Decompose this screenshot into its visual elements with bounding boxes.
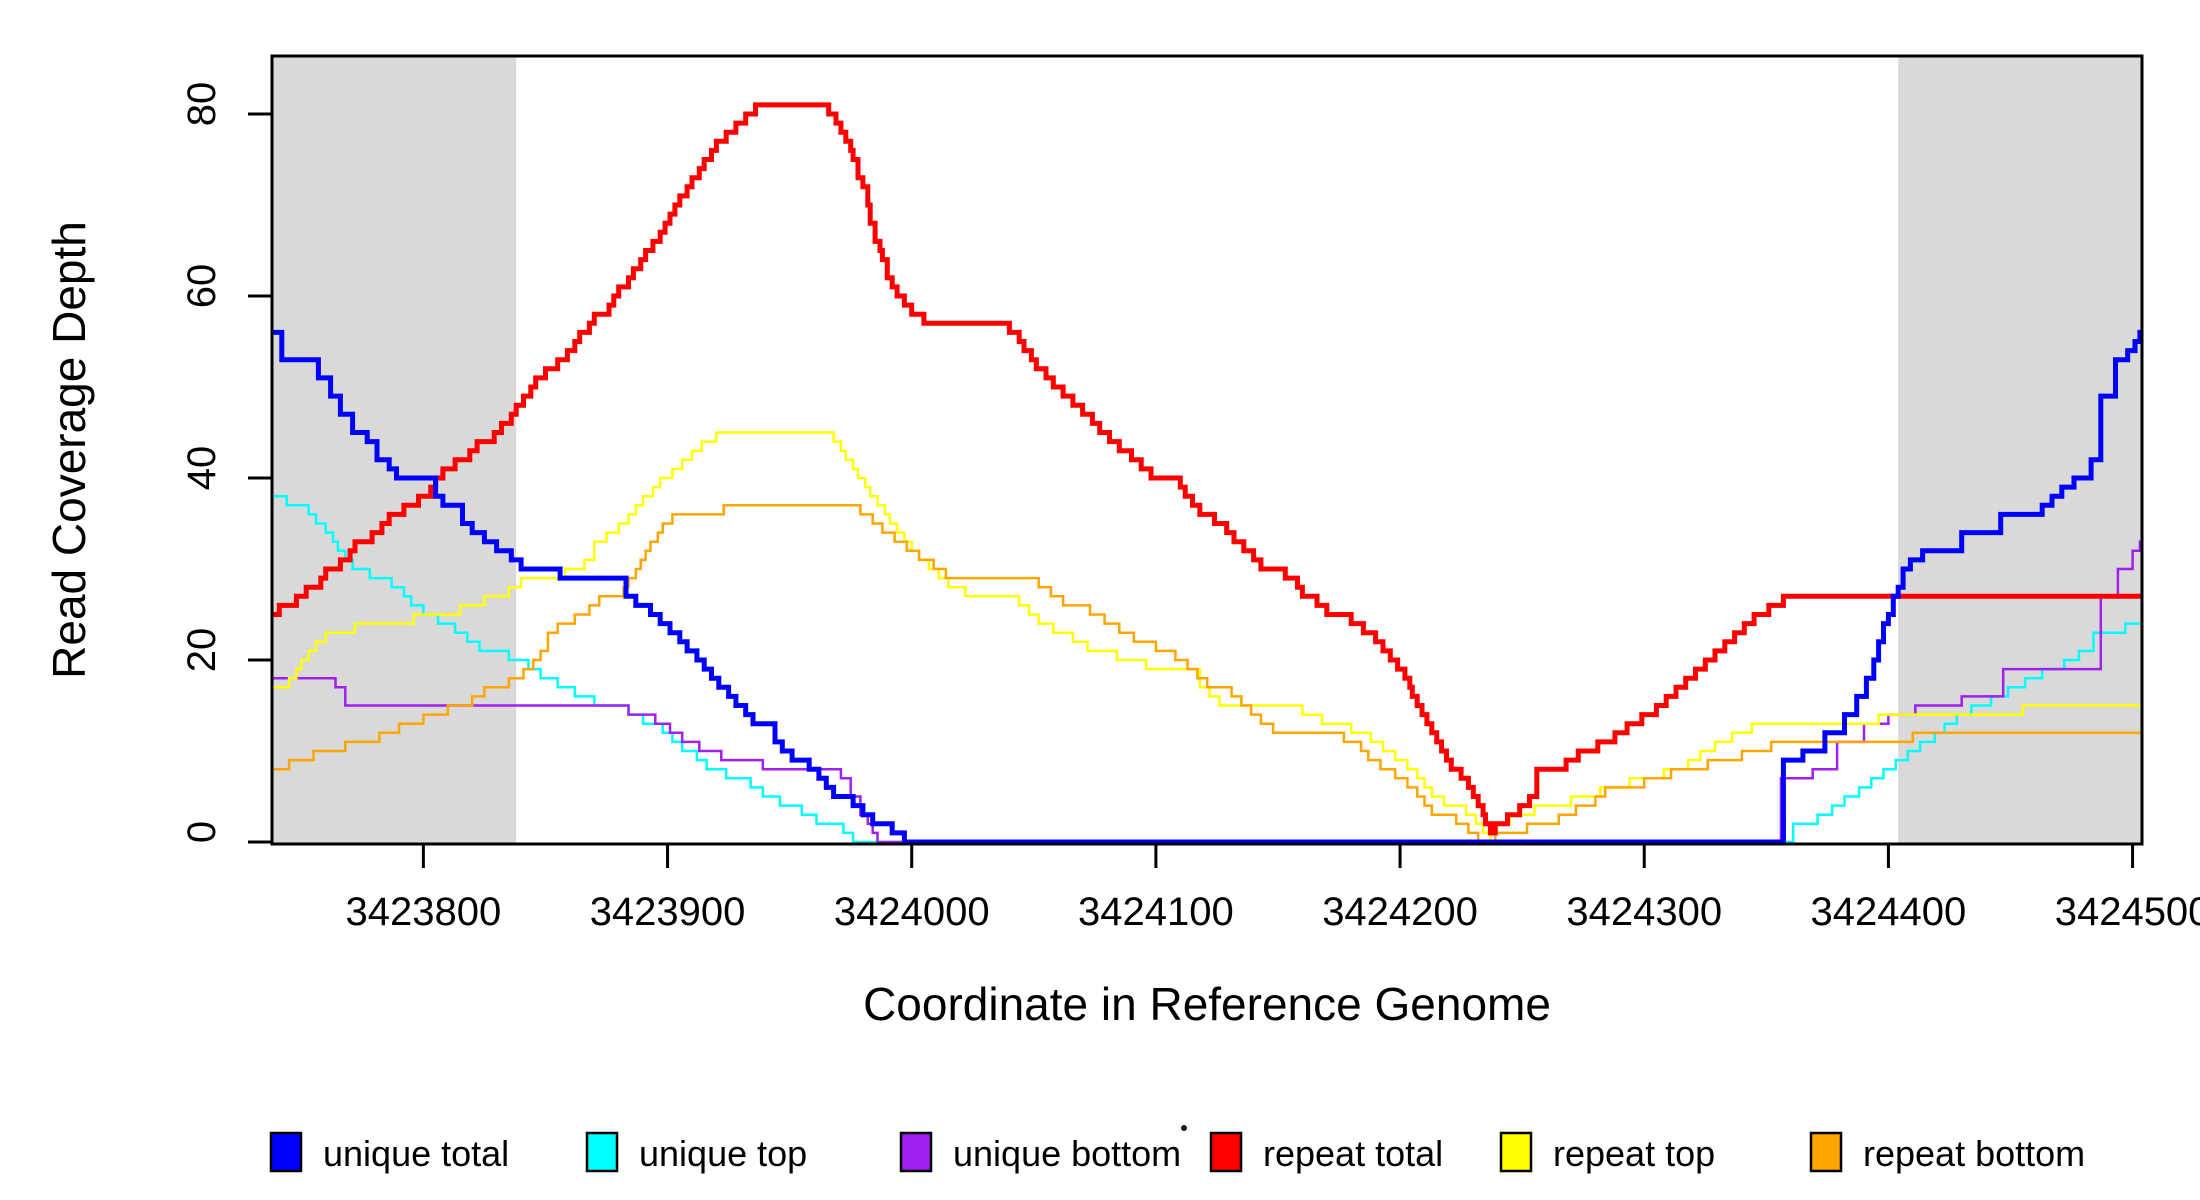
y-tick-label-40: 40 bbox=[180, 446, 224, 491]
x-tick-label-3423800: 3423800 bbox=[346, 890, 502, 934]
shaded-bands bbox=[272, 56, 2143, 844]
series-lines bbox=[272, 102, 2142, 844]
series-line-repeat-top bbox=[272, 431, 2142, 844]
series-line-unique-bottom bbox=[272, 540, 2142, 844]
x-tick-label-3424100: 3424100 bbox=[1078, 890, 1234, 934]
y-axis-ticks: 0 20 40 60 80 bbox=[180, 82, 272, 844]
legend-label-unique-total: unique total bbox=[323, 1133, 509, 1174]
legend-swatch-repeat-top bbox=[1499, 1131, 1533, 1173]
legend-item-repeat-bottom: repeat bottom bbox=[1809, 1131, 2085, 1174]
legend-item-repeat-top: repeat top bbox=[1499, 1131, 1715, 1174]
y-tick-label-0: 0 bbox=[180, 821, 224, 843]
legend-item-repeat-total: repeat total bbox=[1209, 1131, 1443, 1174]
legend-item-unique-total: unique total bbox=[269, 1131, 509, 1174]
series-line-unique-total bbox=[272, 329, 2142, 844]
legend-label-unique-top: unique top bbox=[639, 1133, 807, 1174]
legend-swatch-repeat-total bbox=[1209, 1131, 1243, 1173]
legend-swatch-repeat-bottom bbox=[1809, 1131, 1843, 1173]
y-tick-label-80: 80 bbox=[180, 82, 224, 127]
legend-swatch-unique-bottom bbox=[899, 1131, 933, 1173]
series-line-repeat-bottom bbox=[272, 504, 2142, 844]
x-tick-label-3424000: 3424000 bbox=[834, 890, 990, 934]
y-axis-title: Read Coverage Depth bbox=[43, 221, 95, 679]
x-axis-ticks: 3423800 3423900 3424000 3424100 3424200 34243… bbox=[346, 844, 2200, 934]
legend: unique total unique top unique bottom repea… bbox=[269, 1131, 2085, 1174]
stray-dot bbox=[1181, 1125, 1187, 1131]
legend-swatch-unique-top bbox=[585, 1131, 619, 1173]
legend-label-repeat-top: repeat top bbox=[1553, 1133, 1715, 1174]
x-tick-label-3424400: 3424400 bbox=[1811, 890, 1967, 934]
legend-item-unique-top: unique top bbox=[585, 1131, 807, 1174]
legend-swatch-unique-total bbox=[269, 1131, 303, 1173]
legend-label-unique-bottom: unique bottom bbox=[953, 1133, 1181, 1174]
x-axis-title: Coordinate in Reference Genome bbox=[863, 978, 1551, 1030]
legend-label-repeat-bottom: repeat bottom bbox=[1863, 1133, 2085, 1174]
x-tick-label-3423900: 3423900 bbox=[590, 890, 746, 934]
x-tick-label-3424300: 3424300 bbox=[1566, 890, 1722, 934]
x-tick-label-3424500: 3424500 bbox=[2055, 890, 2200, 934]
legend-label-repeat-total: repeat total bbox=[1263, 1133, 1443, 1174]
right-gray-band bbox=[1898, 56, 2143, 844]
plot-border bbox=[270, 54, 2144, 846]
y-tick-label-60: 60 bbox=[180, 264, 224, 309]
series-line-repeat-total bbox=[272, 102, 2142, 836]
y-tick-label-20: 20 bbox=[180, 628, 224, 673]
x-tick-label-3424200: 3424200 bbox=[1322, 890, 1478, 934]
legend-item-unique-bottom: unique bottom bbox=[899, 1131, 1181, 1174]
series-line-unique-top bbox=[272, 494, 2142, 844]
